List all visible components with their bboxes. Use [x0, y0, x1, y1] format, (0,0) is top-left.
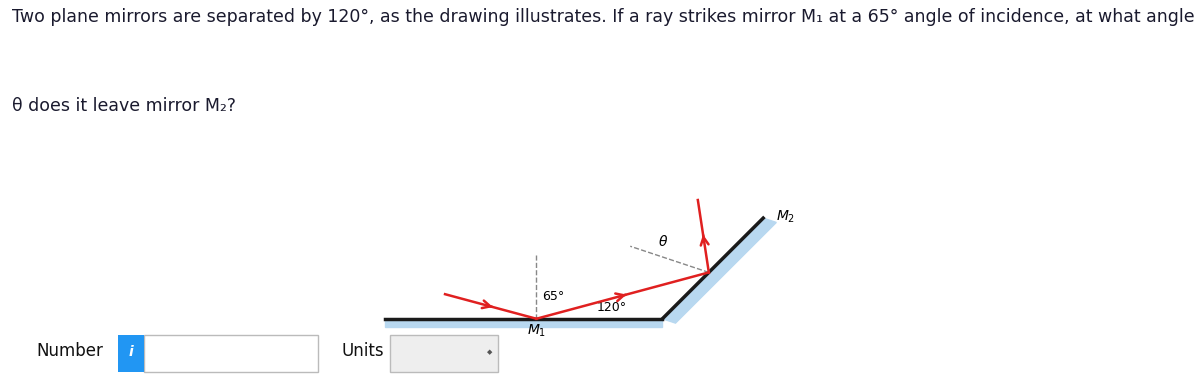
Text: ◆: ◆ [487, 349, 492, 355]
Text: Two plane mirrors are separated by 120°, as the drawing illustrates. If a ray st: Two plane mirrors are separated by 120°,… [12, 8, 1195, 25]
FancyBboxPatch shape [144, 335, 318, 372]
Text: Units: Units [342, 342, 385, 360]
Polygon shape [385, 319, 662, 328]
Text: 65°: 65° [542, 290, 565, 303]
Text: θ does it leave mirror M₂?: θ does it leave mirror M₂? [12, 97, 236, 115]
Text: $\theta$: $\theta$ [659, 234, 668, 249]
Text: Number: Number [36, 342, 103, 360]
FancyBboxPatch shape [118, 335, 144, 372]
Text: $M_2$: $M_2$ [776, 209, 794, 225]
Text: 120°: 120° [596, 301, 628, 315]
Text: i: i [128, 345, 133, 359]
FancyBboxPatch shape [390, 335, 498, 372]
Polygon shape [662, 218, 776, 323]
Text: $M_1$: $M_1$ [527, 323, 546, 339]
